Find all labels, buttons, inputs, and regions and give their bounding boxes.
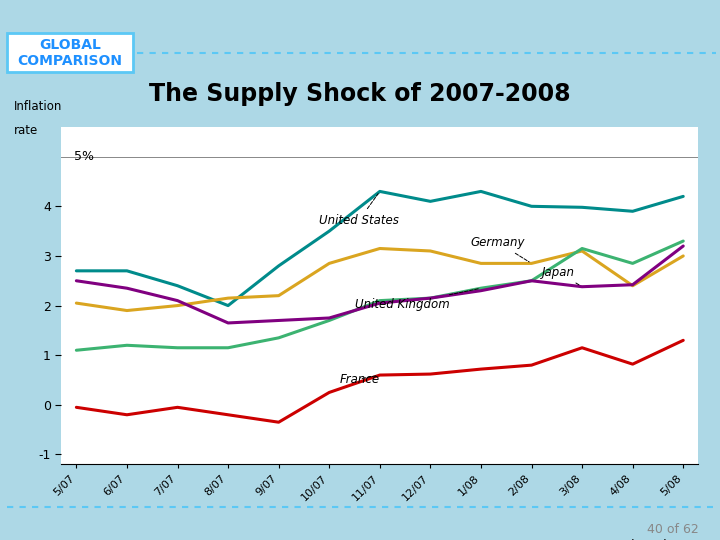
Text: GLOBAL
COMPARISON: GLOBAL COMPARISON (18, 38, 122, 68)
Text: Inflation: Inflation (14, 100, 62, 113)
Text: Germany: Germany (471, 236, 529, 262)
Text: Month and year: Month and year (600, 538, 698, 540)
Text: 5%: 5% (73, 150, 94, 163)
FancyBboxPatch shape (7, 33, 133, 72)
Text: The Supply Shock of 2007-2008: The Supply Shock of 2007-2008 (149, 82, 571, 105)
Text: United States: United States (319, 194, 399, 227)
Text: 40 of 62: 40 of 62 (647, 523, 698, 536)
Text: France: France (339, 373, 379, 386)
Text: Japan: Japan (541, 266, 580, 285)
Text: rate: rate (14, 124, 37, 137)
Text: United Kingdom: United Kingdom (354, 289, 478, 311)
